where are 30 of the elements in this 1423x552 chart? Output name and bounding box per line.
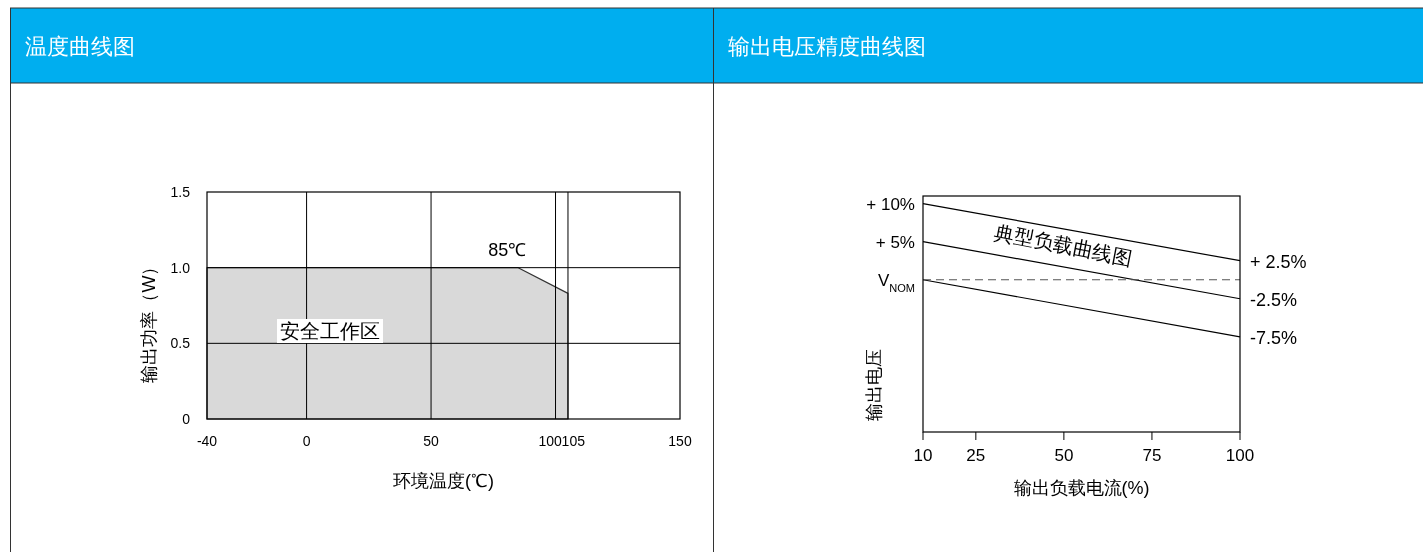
x-tick-label: 100 (538, 433, 563, 449)
x-tick-label: -40 (196, 433, 218, 449)
y-axis-title: 输出功率（W） (139, 257, 159, 383)
y-tick-label: 0.5 (170, 335, 191, 352)
x-tick-label: 75 (1142, 446, 1162, 465)
x-tick-label: 50 (423, 433, 440, 449)
x-tick-label: 50 (1054, 446, 1074, 465)
data-label: + 2.5% (1250, 251, 1307, 272)
x-axis-title: 输出负载电流(%) (1013, 478, 1150, 498)
x-axis-title: 环境温度(℃) (393, 471, 494, 491)
annotation: 典型负载曲线图 (992, 220, 1135, 270)
x-tick-label: 25 (966, 446, 986, 465)
annotation: 85℃ (488, 239, 527, 260)
annotation: 安全工作区 (280, 320, 380, 342)
data-label: -2.5% (1250, 289, 1298, 310)
x-tick-label: 0 (302, 433, 311, 449)
chart-title: 温度曲线图 (25, 34, 135, 59)
x-tick-label: 150 (668, 433, 692, 449)
y-tick-label: 1.5 (170, 183, 191, 200)
y-tick-label: + 10% (866, 194, 915, 214)
y-axis-title: 输出电压 (864, 349, 884, 421)
x-tick-label: 100 (1225, 446, 1255, 465)
y-tick-label: 1.0 (170, 259, 191, 276)
y-tick-label: + 5% (875, 232, 915, 252)
chart-title: 输出电压精度曲线图 (728, 34, 926, 59)
x-tick-label: 105 (561, 433, 586, 449)
y-tick-label: 0 (182, 410, 191, 427)
x-tick-label: 10 (913, 446, 933, 465)
data-label: -7.5% (1250, 327, 1298, 348)
y-tick-label: V$_{NOM}$ (877, 270, 915, 294)
